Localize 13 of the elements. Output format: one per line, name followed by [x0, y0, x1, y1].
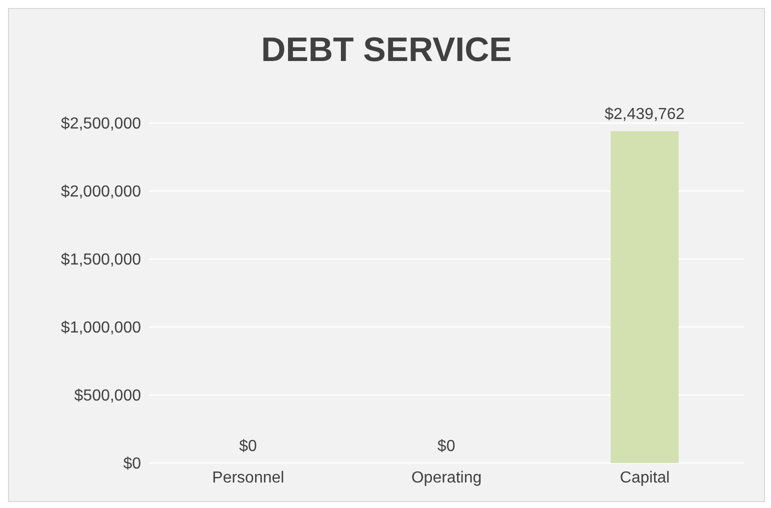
x-tick-label: Capital	[620, 469, 670, 486]
y-tick-label: $2,000,000	[60, 184, 142, 201]
y-tick-label: $1,000,000	[60, 320, 142, 337]
data-label: $0	[437, 438, 456, 455]
y-tick-label: $0	[123, 456, 142, 473]
y-tick-label: $2,500,000	[60, 116, 142, 133]
x-tick-label: Operating	[411, 469, 482, 486]
data-label: $2,439,762	[604, 106, 685, 124]
chart-title: DEBT SERVICE	[260, 31, 513, 70]
y-tick-label: $500,000	[74, 388, 142, 405]
x-tick-label: Personnel	[212, 469, 284, 486]
y-tick-label: $1,500,000	[60, 252, 142, 269]
data-label: $0	[239, 438, 257, 455]
